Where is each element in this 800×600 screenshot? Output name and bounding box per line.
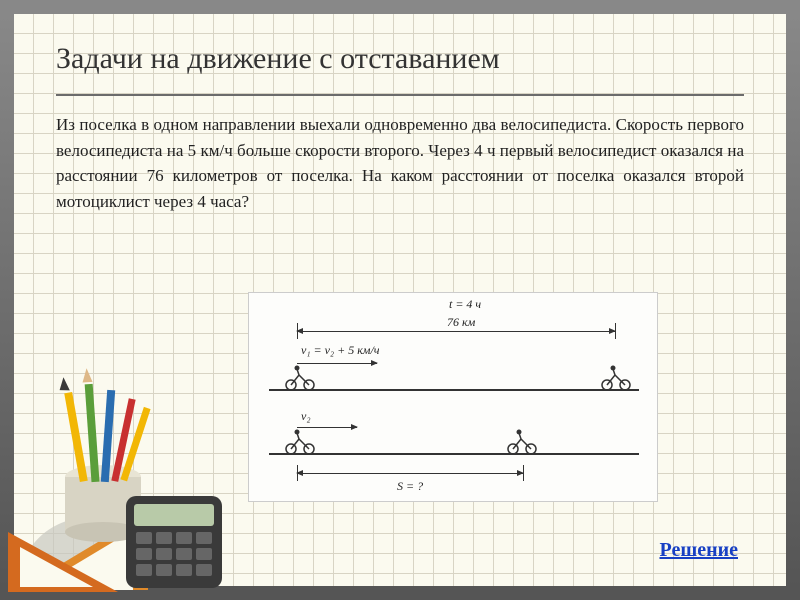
v1-arrow bbox=[297, 363, 377, 364]
v2-label: v₂ bbox=[301, 409, 311, 424]
motion-diagram: t = 4 ч 76 км v₁ = v₂ + 5 км/ч v₂ S = ? bbox=[248, 292, 658, 502]
dim-tick-left bbox=[297, 323, 298, 339]
slide-title: Задачи на движение с отставанием bbox=[56, 42, 744, 76]
stationery-decoration bbox=[8, 362, 238, 592]
cyclist-icon bbox=[283, 365, 317, 391]
solution-link[interactable]: Решение bbox=[659, 539, 738, 562]
dim-s bbox=[297, 473, 523, 474]
dim-s-tick-left bbox=[297, 465, 298, 481]
distance-label: 76 км bbox=[447, 315, 475, 330]
time-label: t = 4 ч bbox=[449, 297, 481, 312]
v1-label: v₁ = v₂ + 5 км/ч bbox=[301, 343, 380, 358]
track-1 bbox=[269, 389, 639, 391]
problem-text: Из поселка в одном направлении выехали о… bbox=[56, 112, 744, 214]
track-2 bbox=[269, 453, 639, 455]
cyclist-icon bbox=[505, 429, 539, 455]
dim-tick-right bbox=[615, 323, 616, 339]
cyclist-icon bbox=[599, 365, 633, 391]
cyclist-icon bbox=[283, 429, 317, 455]
dim-76km bbox=[297, 331, 615, 332]
s-label: S = ? bbox=[397, 479, 423, 494]
slide-frame: Задачи на движение с отставанием Из посе… bbox=[0, 0, 800, 600]
dim-s-tick-right bbox=[523, 465, 524, 481]
v2-arrow bbox=[297, 427, 357, 428]
title-underline bbox=[56, 94, 744, 96]
